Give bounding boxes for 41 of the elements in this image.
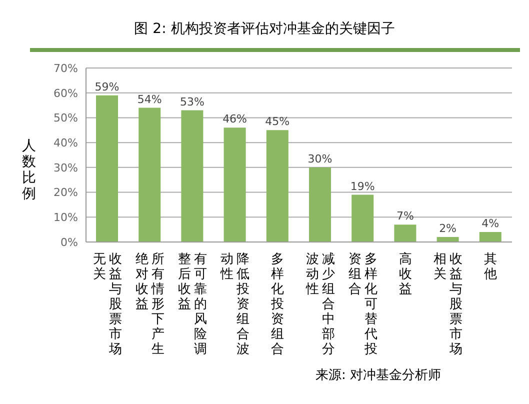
y-tick-label: 70% bbox=[54, 62, 78, 75]
data-label: 2% bbox=[439, 222, 457, 236]
category-label: 减少组合中部分波动性 bbox=[306, 252, 335, 357]
category-label: 降低投资组合波动性 bbox=[220, 252, 250, 357]
data-label: 53% bbox=[180, 95, 204, 108]
category-label: 收益与股票市场无关 bbox=[92, 252, 122, 357]
category-label: 有可靠的风险调整后收益 bbox=[178, 252, 207, 357]
x-tick-label: 多样化投资组合 bbox=[270, 252, 285, 357]
y-tick-label: 30% bbox=[54, 161, 78, 174]
bar bbox=[224, 128, 246, 242]
y-tick-label: 60% bbox=[54, 86, 78, 100]
bar bbox=[394, 224, 416, 242]
category-label: 收益与股票市场相关 bbox=[434, 252, 463, 357]
category-label: 所有情形下产生绝对收益 bbox=[135, 252, 164, 357]
y-tick-label: 50% bbox=[54, 112, 78, 125]
bar bbox=[352, 194, 374, 242]
bar bbox=[266, 130, 288, 242]
bar bbox=[309, 167, 331, 242]
data-label: 4% bbox=[482, 217, 500, 230]
bar bbox=[181, 110, 204, 242]
data-label: 54% bbox=[137, 92, 162, 106]
x-tick-label: 其他 bbox=[484, 252, 498, 284]
bar bbox=[436, 237, 459, 242]
data-label: 19% bbox=[350, 180, 375, 193]
x-tick-label: 高收益 bbox=[398, 252, 412, 299]
y-tick-label: 0% bbox=[60, 236, 78, 249]
data-label: 59% bbox=[94, 80, 120, 94]
data-label: 30% bbox=[308, 152, 332, 166]
source-note: 来源: 对冲基金分析师 bbox=[315, 367, 441, 384]
data-label: 7% bbox=[396, 210, 414, 223]
bar bbox=[96, 95, 118, 242]
y-tick-label: 20% bbox=[54, 186, 78, 200]
data-label: 46% bbox=[222, 112, 248, 126]
y-axis-title: 人数比例 bbox=[22, 138, 37, 202]
bar bbox=[138, 108, 161, 242]
bar bbox=[479, 232, 502, 242]
data-label: 45% bbox=[265, 115, 290, 128]
y-tick-label: 40% bbox=[54, 136, 78, 150]
y-tick-label: 10% bbox=[54, 211, 78, 224]
category-label: 多样化可替代投资组合 bbox=[348, 252, 378, 357]
chart-title: 图 2: 机构投资者评估对冲基金的关键因子 bbox=[133, 20, 396, 38]
